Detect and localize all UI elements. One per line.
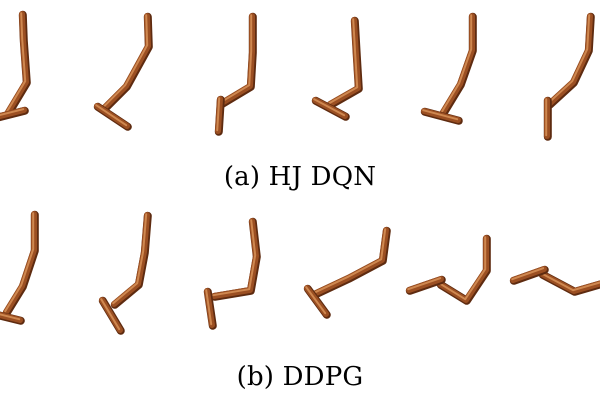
hopper-foot (98, 296, 125, 335)
hopper-foot (214, 95, 225, 136)
ddpg-frame-6 (509, 265, 600, 296)
caption-hj-dqn: (a) HJ DQN (223, 162, 377, 192)
hopper-foot (303, 284, 331, 319)
ddpg-frame-2 (98, 211, 152, 335)
hopper-foot (509, 265, 549, 285)
hj-dqn-frame-6 (543, 12, 595, 141)
caption-ddpg: (b) DDPG (236, 362, 364, 392)
hopper-leg (326, 16, 363, 109)
ddpg-frame-3 (203, 217, 261, 330)
hopper-foot (405, 275, 446, 295)
hopper-leg (210, 217, 261, 301)
hopper-leg (4, 10, 31, 117)
frames-row-hj-dqn (0, 10, 595, 141)
hj-dqn-frame-3 (214, 12, 257, 136)
hopper-foot (93, 102, 132, 131)
ddpg-frame-4 (303, 226, 391, 319)
frames-row-ddpg (0, 210, 600, 335)
hopper-leg (100, 12, 153, 113)
hopper-leg (436, 234, 491, 305)
hopper-leg (110, 211, 152, 309)
hj-dqn-frame-2 (93, 12, 153, 131)
ddpg-frame-5 (405, 234, 491, 305)
hj-dqn-frame-5 (420, 12, 477, 125)
hj-dqn-frame-1 (0, 10, 31, 122)
ddpg-frame-1 (0, 210, 39, 325)
hopper-foot (311, 96, 350, 121)
hopper-leg (216, 12, 257, 109)
hopper-foot (0, 311, 25, 325)
hj-dqn-frame-4 (311, 16, 363, 121)
hopper-foot (0, 106, 29, 122)
hopper-leg (310, 226, 391, 299)
hopper-leg (545, 12, 595, 109)
hopper-foot (420, 107, 463, 125)
hopper-leg (538, 270, 600, 296)
hopper-leg (439, 12, 477, 117)
hopper-foot (543, 96, 552, 141)
hopper-leg (2, 210, 39, 317)
hopper-foot (203, 287, 217, 330)
